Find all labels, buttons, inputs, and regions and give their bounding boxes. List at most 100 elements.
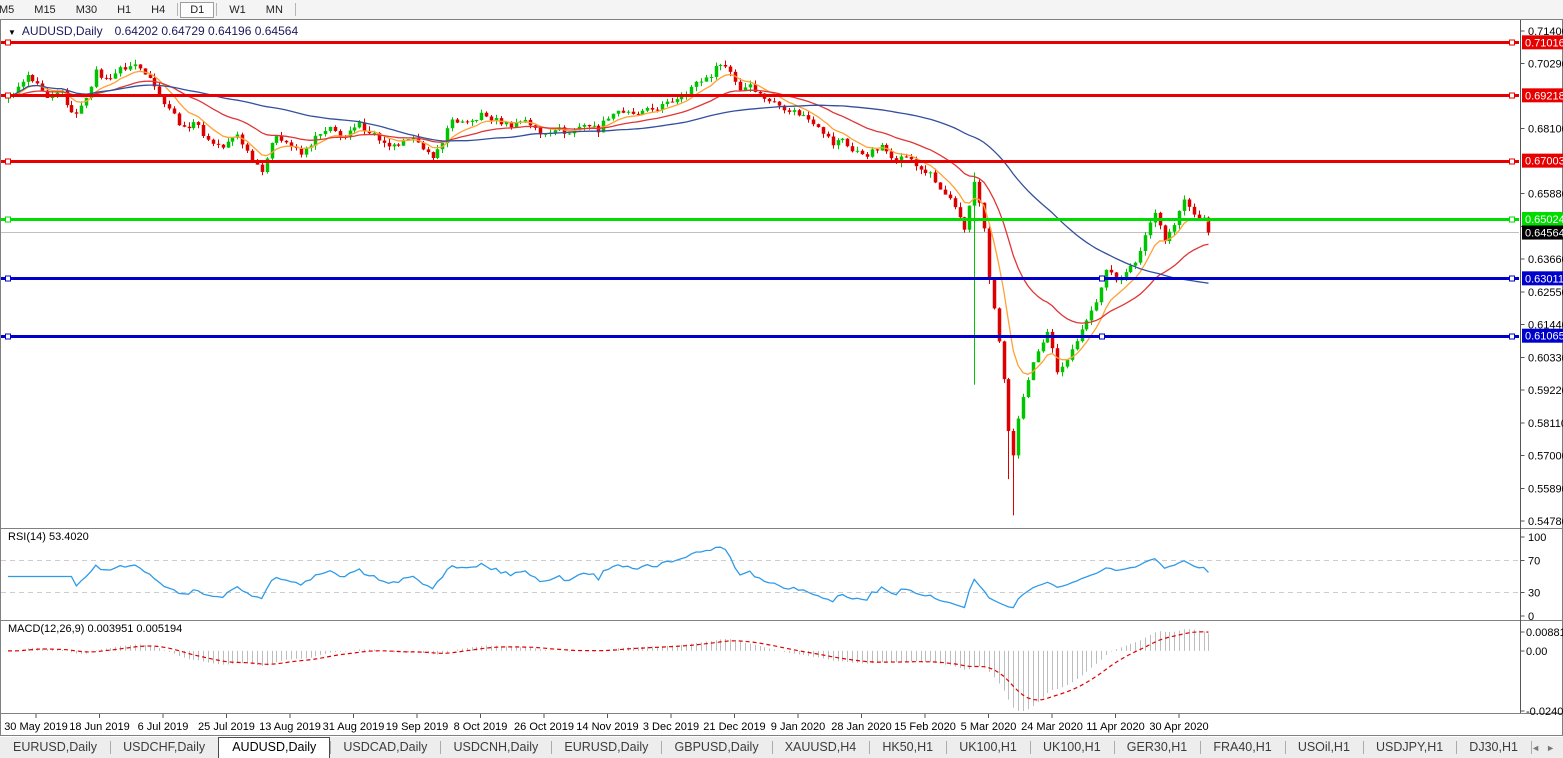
line-anchor xyxy=(5,333,11,340)
chart-tab-usdcnh-daily[interactable]: USDCNH,Daily xyxy=(453,740,539,754)
chart-surface[interactable]: 0.714000.702900.681000.658800.647700.636… xyxy=(0,19,1563,736)
collapse-arrow-icon[interactable]: ▼ xyxy=(8,28,16,37)
chart-tab-eurusd-daily[interactable]: EURUSD,Daily xyxy=(13,740,98,754)
line-anchor xyxy=(1509,158,1515,165)
svg-text:0: 0 xyxy=(1528,611,1534,623)
svg-text:0.64564: 0.64564 xyxy=(1525,228,1563,240)
svg-text:21 Dec 2019: 21 Dec 2019 xyxy=(703,721,765,733)
chart-ohlc-values: 0.64202 0.64729 0.64196 0.64564 xyxy=(114,24,299,38)
svg-text:6 Jul 2019: 6 Jul 2019 xyxy=(138,721,189,733)
chart-tab-usdjpy-h1[interactable]: USDJPY,H1 xyxy=(1376,740,1444,754)
panel-frames xyxy=(0,19,1563,736)
svg-text:28 Jan 2020: 28 Jan 2020 xyxy=(831,721,892,733)
svg-text:0.69218: 0.69218 xyxy=(1525,90,1563,102)
chart-tab-xauusd-h4[interactable]: XAUUSD,H4 xyxy=(784,740,857,754)
date-axis: 30 May 2019 18 Jun 2019 6 Jul 2019 25 Jul 2… xyxy=(4,714,1209,733)
svg-text:0.008815: 0.008815 xyxy=(1526,627,1563,639)
chart-tab-dj30-h1[interactable]: DJ30,H1 xyxy=(1469,740,1518,754)
chart-tab-eurusd-daily[interactable]: EURUSD,Daily xyxy=(564,740,649,754)
chart-symbol-label: AUDUSD,Daily xyxy=(21,24,103,38)
svg-text:15 Feb 2020: 15 Feb 2020 xyxy=(894,721,956,733)
chart-tab-gbpusd-daily[interactable]: GBPUSD,Daily xyxy=(674,740,759,754)
tabs-scroll-right-icon[interactable]: ► xyxy=(1546,742,1555,753)
macd-signal-line xyxy=(8,631,1209,701)
timeframe-h1-button[interactable]: H1 xyxy=(117,3,132,16)
rsi-line xyxy=(8,546,1209,609)
timeframe-m15-button[interactable]: M15 xyxy=(34,3,56,16)
svg-text:0.00: 0.00 xyxy=(1526,646,1547,658)
svg-text:9 Jan 2020: 9 Jan 2020 xyxy=(771,721,825,733)
svg-text:0.63011: 0.63011 xyxy=(1525,273,1563,285)
chart-tab-hk50-h1[interactable]: HK50,H1 xyxy=(882,740,934,754)
line-anchor xyxy=(5,275,11,282)
svg-text:24 Mar 2020: 24 Mar 2020 xyxy=(1021,721,1083,733)
svg-text:-0.024082: -0.024082 xyxy=(1526,706,1563,718)
svg-text:8 Oct 2019: 8 Oct 2019 xyxy=(454,721,508,733)
chart-tabs-bar: EURUSD,Daily USDCHF,Daily AUDUSD,Daily USDC… xyxy=(0,737,1563,758)
horizontal-lines-layer[interactable] xyxy=(1,39,1519,340)
line-anchor xyxy=(1099,275,1105,282)
svg-text:30 Apr 2020: 30 Apr 2020 xyxy=(1149,721,1208,733)
chart-tab-uk100-h1[interactable]: UK100,H1 xyxy=(1042,740,1101,754)
macd-indicator-label: MACD(12,26,9) 0.003951 0.005194 xyxy=(8,623,183,635)
svg-text:19 Sep 2019: 19 Sep 2019 xyxy=(386,721,448,733)
timeframe-w1-button[interactable]: W1 xyxy=(229,3,246,16)
chart-tab-uk100-h1[interactable]: UK100,H1 xyxy=(959,740,1017,754)
svg-text:0.71016: 0.71016 xyxy=(1525,37,1563,49)
timeframe-m30-button[interactable]: M30 xyxy=(75,3,98,16)
svg-text:0.65024: 0.65024 xyxy=(1525,214,1563,226)
line-anchor xyxy=(1099,333,1105,340)
toolbar-separator xyxy=(177,3,179,16)
ma-fast-line xyxy=(7,70,1209,376)
chart-window[interactable]: 0.714000.702900.681000.658800.647700.636… xyxy=(0,19,1563,737)
svg-text:18 Jun 2019: 18 Jun 2019 xyxy=(69,721,130,733)
svg-text:31 Aug 2019: 31 Aug 2019 xyxy=(323,721,385,733)
tabs-scroll-left-icon[interactable]: ◄ xyxy=(1531,742,1541,753)
svg-text:0.61065: 0.61065 xyxy=(1525,331,1563,343)
line-anchor xyxy=(5,216,11,223)
chart-title: ▼ AUDUSD,Daily 0.64202 0.64729 0.64196 0.6… xyxy=(8,24,298,38)
price-axis: 0.714000.702900.681000.658800.647700.636… xyxy=(1520,26,1563,528)
rsi-panel: 100 70 30 0 xyxy=(1,532,1546,623)
toolbar-separator xyxy=(294,3,296,16)
macd-panel: 0.008815 0.00 -0.024082 xyxy=(8,627,1563,718)
svg-text:0.67003: 0.67003 xyxy=(1525,156,1563,168)
svg-text:25 Jul 2019: 25 Jul 2019 xyxy=(198,721,255,733)
svg-text:14 Nov 2019: 14 Nov 2019 xyxy=(576,721,638,733)
svg-text:5 Mar 2020: 5 Mar 2020 xyxy=(961,721,1017,733)
svg-text:70: 70 xyxy=(1528,556,1540,568)
chart-tab-audusd-daily[interactable]: AUDUSD,Daily xyxy=(218,737,331,758)
timeframe-mn-button[interactable]: MN xyxy=(265,3,283,16)
chart-tab-fra40-h1[interactable]: FRA40,H1 xyxy=(1213,740,1272,754)
timeframe-d1-button[interactable]: D1 xyxy=(180,1,215,18)
line-anchor xyxy=(1509,39,1515,46)
svg-text:13 Aug 2019: 13 Aug 2019 xyxy=(259,721,321,733)
line-anchor xyxy=(1509,333,1515,340)
line-anchor xyxy=(5,92,11,99)
chart-tab-usdcad-daily[interactable]: USDCAD,Daily xyxy=(343,740,428,754)
svg-text:11 Apr 2020: 11 Apr 2020 xyxy=(1086,721,1145,733)
line-anchor xyxy=(1509,92,1515,99)
svg-text:30 May 2019: 30 May 2019 xyxy=(4,721,68,733)
line-anchor xyxy=(5,39,11,46)
chart-tab-usdchf-daily[interactable]: USDCHF,Daily xyxy=(123,740,206,754)
timeframe-h4-button[interactable]: H4 xyxy=(151,3,166,16)
svg-text:26 Oct 2019: 26 Oct 2019 xyxy=(514,721,574,733)
timeframe-m5-button[interactable]: M5 xyxy=(0,3,15,16)
chart-tab-usoil-h1[interactable]: USOil,H1 xyxy=(1297,740,1350,754)
chart-tab-ger30-h1[interactable]: GER30,H1 xyxy=(1126,740,1188,754)
toolbar-separator xyxy=(216,3,218,16)
line-anchor xyxy=(5,158,11,165)
